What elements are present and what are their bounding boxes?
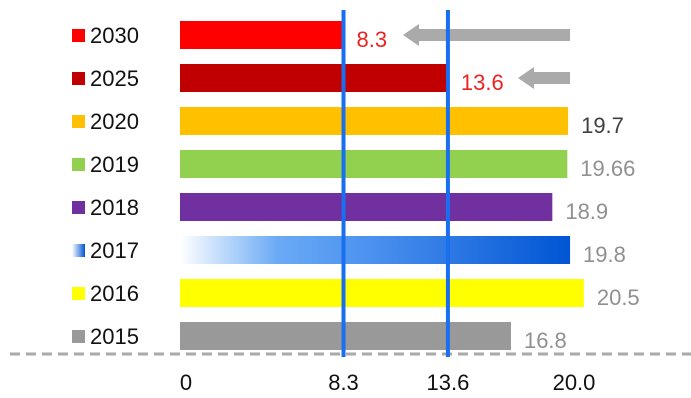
legend-swatch-2015 [72,330,85,343]
bar-2025 [180,64,448,92]
category-label-2017: 2017 [90,238,139,263]
bars [180,21,584,350]
x-tick-label: 20.0 [553,370,596,395]
bar-2017 [180,236,571,264]
arrow-2025 [518,67,570,89]
value-label-2018: 18.9 [565,199,608,224]
x-tick-label: 0 [180,370,192,395]
value-labels: 8.3 13.6 19.7 19.66 18.9 19.8 20.5 16.8 [357,27,640,353]
reference-lines [341,10,450,357]
legend-swatch-2025 [72,72,85,85]
category-label-2019: 2019 [90,152,139,177]
bar-2019 [180,150,568,178]
x-tick-label: 8.3 [328,370,359,395]
bar-2018 [180,193,553,221]
value-label-2025: 13.6 [461,70,504,95]
legend-swatch-2020 [72,115,85,128]
legend-swatch-2016 [72,287,85,300]
legend-swatch-2019 [72,158,85,171]
category-label-2016: 2016 [90,281,139,306]
value-label-2017: 19.8 [583,242,626,267]
category-label-2018: 2018 [90,195,139,220]
x-tick-label: 13.6 [427,370,470,395]
arrows [403,24,570,89]
legend-swatch-2017 [72,244,85,257]
bar-2016 [180,279,584,307]
bar-2030 [180,21,344,49]
legend-swatch-2030 [72,29,85,42]
value-label-2016: 20.5 [597,285,640,310]
x-axis: 0 8.3 13.6 20.0 [10,352,691,395]
category-label-2020: 2020 [90,109,139,134]
arrow-2030 [403,24,570,46]
category-label-2025: 2025 [90,66,139,91]
value-label-2020: 19.7 [581,113,624,138]
category-label-2015: 2015 [90,324,139,349]
legend: 2030 2025 2020 2019 2018 2017 2016 2015 [72,23,139,349]
legend-swatch-2018 [72,201,85,214]
category-label-2030: 2030 [90,23,139,48]
value-label-2015: 16.8 [524,328,567,353]
bar-2020 [180,107,569,135]
value-label-2019: 19.66 [580,156,635,181]
value-label-2030: 8.3 [357,27,388,52]
